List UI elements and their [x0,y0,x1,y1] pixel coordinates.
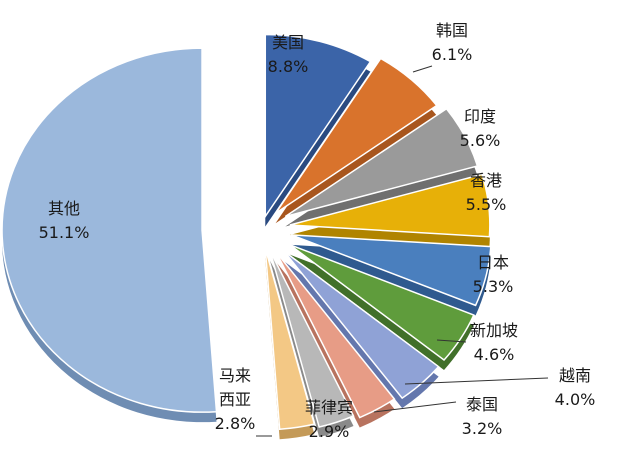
slice-label-value-10: 51.1% [39,223,90,242]
leader-line-1 [412,65,433,73]
pie-slice-8 [269,250,355,428]
slice-label-name-7: 泰国 [466,395,498,414]
pie-slice-3 [289,173,491,238]
pie-slices [1,33,492,440]
slice-label-value-9: 2.8% [215,414,256,433]
slice-label-value-6: 4.0% [555,390,596,409]
pie-slice-7 [275,251,396,419]
slice-labels: 美国 8.8% 韩国 6.1% 印度 5.6% 香港 5.5% 日本 5.3% 新加坡 4.6% 越南 4… [39,21,596,441]
slice-label-name-1: 韩国 [436,21,468,40]
pie-slice-5 [288,243,475,361]
slice-label-value-0: 8.8% [268,57,309,76]
pie-slice-4 [290,234,492,307]
slice-label-value-4: 5.3% [473,277,514,296]
leader-line-7 [373,401,457,413]
slice-label-name-2: 印度 [464,107,496,126]
pie-slice-10 [1,47,218,413]
pie-slice-2 [284,107,479,218]
slice-label-name-3: 香港 [470,171,502,190]
slice-label-name-4: 日本 [477,253,509,272]
slice-label-name-5: 新加坡 [470,321,518,340]
slice-label-name-0: 美国 [272,33,304,52]
leader-line-5 [436,339,467,343]
slice-label-name-10: 其他 [48,199,80,218]
slice-label-name-6: 越南 [559,366,591,385]
slice-label-value-7: 3.2% [462,419,503,438]
pie-slice-9 [264,247,316,431]
slice-label-value-8: 2.9% [309,422,350,441]
pie-slice-1 [274,57,438,214]
leader-lines [256,65,549,437]
slice-label-value-3: 5.5% [466,195,507,214]
slice-label-name-8: 菲律宾 [305,398,353,417]
leader-line-6 [404,377,549,385]
slice-label-name-9-0: 马来 [219,366,251,385]
pie-slice-0 [264,33,372,219]
slice-label-value-5: 4.6% [474,345,515,364]
slice-label-value-2: 5.6% [460,131,501,150]
slice-label-value-1: 6.1% [432,45,473,64]
slice-label-name-9-1: 西亚 [219,390,251,409]
